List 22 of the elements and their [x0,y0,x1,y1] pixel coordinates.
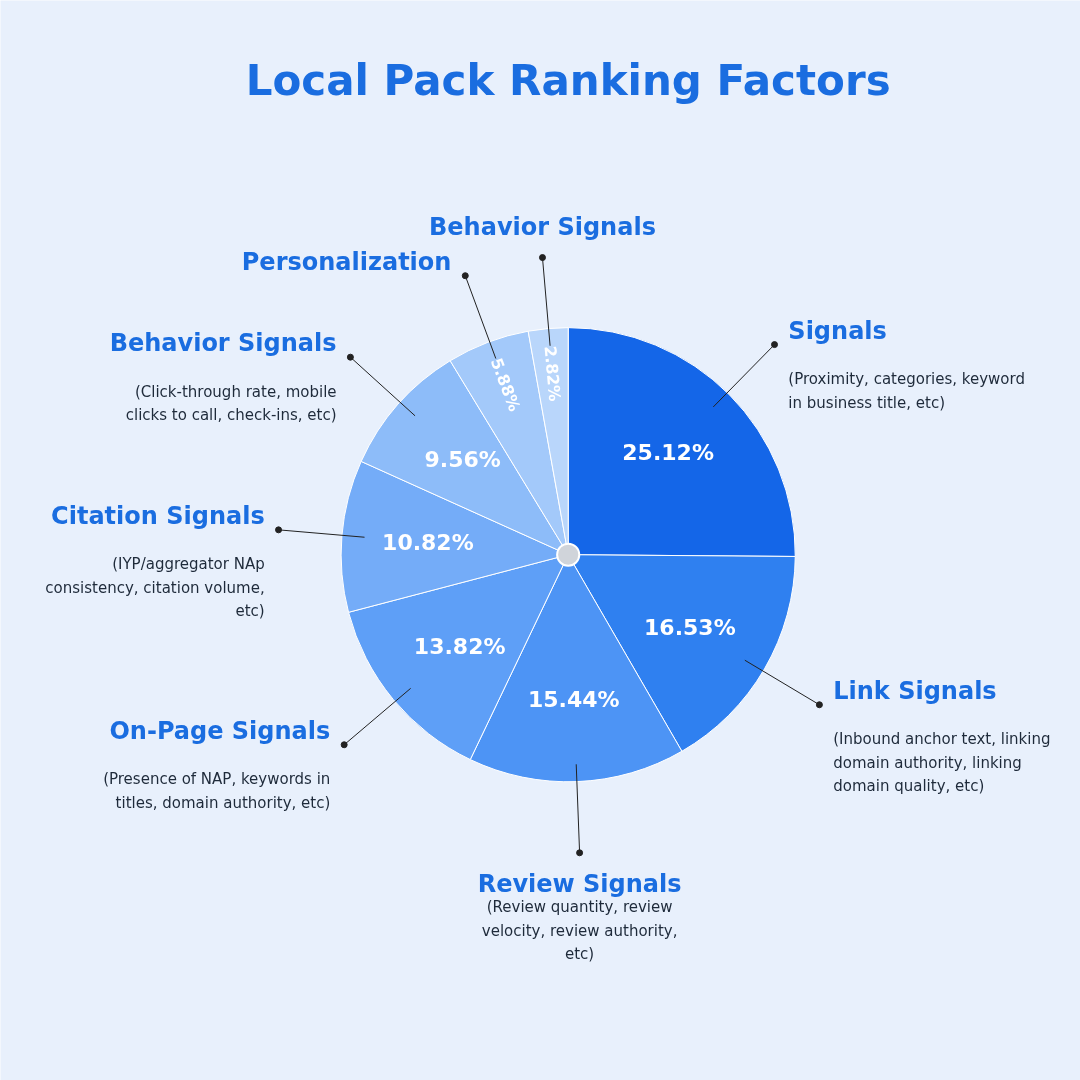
data-label: 25.12% [622,440,714,466]
data-label: 15.44% [527,686,620,712]
slice-label: Signals [788,316,887,345]
data-label: 13.82% [413,634,506,660]
data-label: 9.56% [424,446,501,472]
slice-label: Behavior Signals [109,329,337,358]
slice-label: Behavior Signals [429,212,656,241]
slice-label: Citation Signals [51,501,265,530]
text: (Click-through rate, mobile clicks to call, check-ins, etc) [125,382,337,425]
text: (Proximity, categories, keyword in business title, etc) [788,370,1025,412]
slice-label: On-Page Signals [109,716,331,745]
text: (IYP/aggregator NAp consistency, citation volume, etc) [45,555,265,621]
data-label: 2.82% [540,345,565,403]
chart-title: Local Pack Ranking Factors [245,55,891,105]
slice-label: Personalization [241,247,452,276]
text: (Inbound anchor text, linking domain authority, linking domain quality, etc) [833,730,1051,796]
text: (Review quantity, review velocity, review authority, etc) [481,898,678,964]
data-label: 10.82% [382,530,474,556]
data-label: 16.53% [644,614,736,640]
slice-label: Review Signals [477,869,682,898]
text: (Presence of NAP, keywords in titles, domain authority, etc) [103,770,331,812]
slice-label: Link Signals [833,676,997,705]
